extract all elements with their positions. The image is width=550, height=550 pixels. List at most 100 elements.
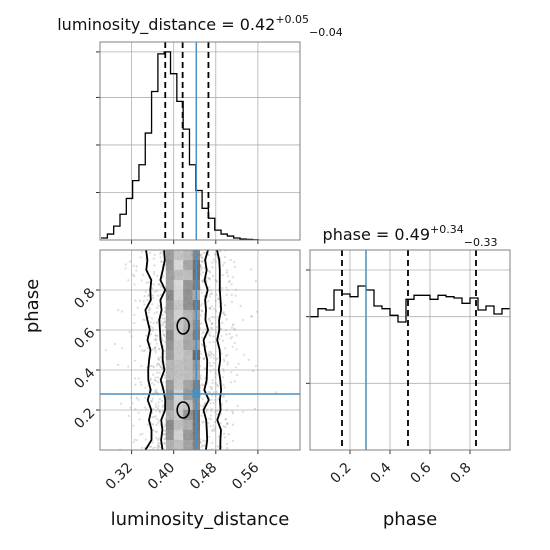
joint-sample-point — [214, 252, 217, 255]
joint-sample-point — [147, 293, 151, 296]
phase-xtick-label: 0.8 — [448, 460, 475, 487]
joint-sample-point — [143, 303, 146, 306]
joint-sample-point — [217, 398, 220, 401]
joint-sample-point — [160, 360, 163, 363]
joint-sample-point — [222, 425, 225, 428]
joint-sample-point — [163, 317, 166, 320]
phase-marginal-frame — [309, 249, 511, 451]
joint-posterior-panel: 0.32 0.40 0.48 0.56 0.2 0.4 0.6 0.8 — [71, 249, 301, 493]
joint-sample-point — [199, 265, 202, 268]
joint-sample-point — [130, 335, 133, 338]
joint-sample-point — [234, 366, 237, 369]
joint-sample-point — [230, 326, 233, 329]
joint-sample-point — [208, 354, 211, 357]
joint-density-cell — [183, 250, 193, 260]
joint-sample-point — [135, 397, 138, 400]
joint-sample-point — [140, 349, 143, 352]
joint-sample-point — [163, 320, 166, 323]
joint-sample-point — [145, 408, 148, 411]
joint-sample-point — [150, 400, 153, 403]
joint-sample-point — [151, 329, 154, 332]
joint-sample-point — [127, 279, 130, 282]
joint-truth-marker — [192, 390, 201, 398]
joint-sample-point — [222, 395, 225, 398]
joint-sample-point — [214, 299, 217, 303]
joint-sample-point — [164, 376, 167, 379]
joint-sample-point — [154, 334, 157, 337]
joint-sample-point — [200, 253, 203, 257]
joint-sample-point — [113, 342, 117, 346]
joint-sample-point — [200, 260, 203, 263]
joint-sample-point — [151, 294, 154, 297]
joint-sample-point — [200, 291, 203, 294]
joint-sample-point — [154, 415, 157, 418]
joint-sample-point — [226, 361, 229, 364]
joint-density-cell — [165, 340, 174, 350]
joint-sample-point — [151, 326, 154, 329]
joint-sample-point — [152, 423, 155, 426]
joint-sample-point — [217, 297, 220, 301]
joint-density-cell — [165, 330, 174, 340]
joint-sample-point — [199, 264, 202, 267]
joint-sample-point — [222, 264, 225, 267]
joint-sample-point — [210, 326, 213, 329]
joint-density-cell — [183, 360, 193, 370]
joint-sample-point — [153, 312, 156, 315]
joint-sample-point — [225, 333, 228, 336]
joint-sample-point — [207, 353, 210, 356]
joint-sample-point — [222, 312, 225, 315]
joint-density-cell — [173, 300, 184, 310]
joint-sample-point — [137, 398, 140, 401]
joint-contour-blob — [176, 317, 190, 335]
joint-ytick-label: 0.8 — [71, 285, 98, 312]
joint-sample-point — [158, 398, 161, 401]
joint-sample-point — [149, 342, 152, 345]
joint-sample-point — [154, 346, 157, 349]
joint-sample-point — [221, 321, 224, 324]
joint-sample-point — [223, 386, 226, 389]
joint-density-cell — [183, 260, 193, 270]
joint-density-cell — [165, 360, 174, 370]
joint-sample-point — [163, 429, 166, 432]
joint-sample-point — [214, 427, 217, 430]
joint-density-cell — [173, 250, 184, 260]
joint-sample-point — [154, 376, 157, 379]
joint-sample-point — [157, 283, 160, 286]
joint-sample-point — [162, 404, 165, 407]
joint-sample-point — [234, 294, 237, 297]
joint-sample-point — [201, 256, 204, 259]
joint-sample-point — [221, 376, 224, 379]
joint-sample-point — [146, 299, 149, 302]
joint-sample-point — [222, 311, 225, 314]
joint-density-cell — [165, 280, 174, 290]
joint-sample-point — [143, 318, 146, 322]
joint-sample-point — [147, 316, 150, 319]
joint-sample-point — [249, 315, 253, 318]
joint-sample-point — [230, 293, 233, 296]
joint-density-cell — [173, 440, 184, 450]
joint-sample-point — [148, 308, 151, 311]
joint-sample-point — [154, 391, 157, 394]
joint-sample-point — [160, 324, 163, 327]
joint-sample-point — [275, 391, 278, 394]
joint-sample-point — [223, 261, 226, 264]
joint-sample-point — [154, 446, 157, 449]
joint-sample-point — [210, 292, 214, 295]
joint-sample-point — [158, 358, 161, 361]
joint-sample-point — [203, 403, 206, 406]
joint-sample-point — [230, 371, 233, 374]
joint-density-cell — [165, 260, 174, 270]
joint-sample-point — [225, 271, 228, 274]
joint-sample-point — [201, 271, 204, 274]
joint-density-cell — [173, 390, 184, 400]
joint-sample-point — [210, 351, 213, 354]
joint-sample-point — [151, 397, 154, 400]
joint-sample-point — [216, 357, 219, 360]
joint-sample-point — [214, 371, 217, 374]
joint-density-cell — [165, 380, 174, 390]
joint-sample-point — [148, 307, 151, 310]
joint-sample-point — [156, 362, 159, 365]
joint-sample-point — [134, 377, 137, 380]
joint-sample-point — [200, 352, 203, 355]
joint-density-cell — [165, 320, 174, 330]
